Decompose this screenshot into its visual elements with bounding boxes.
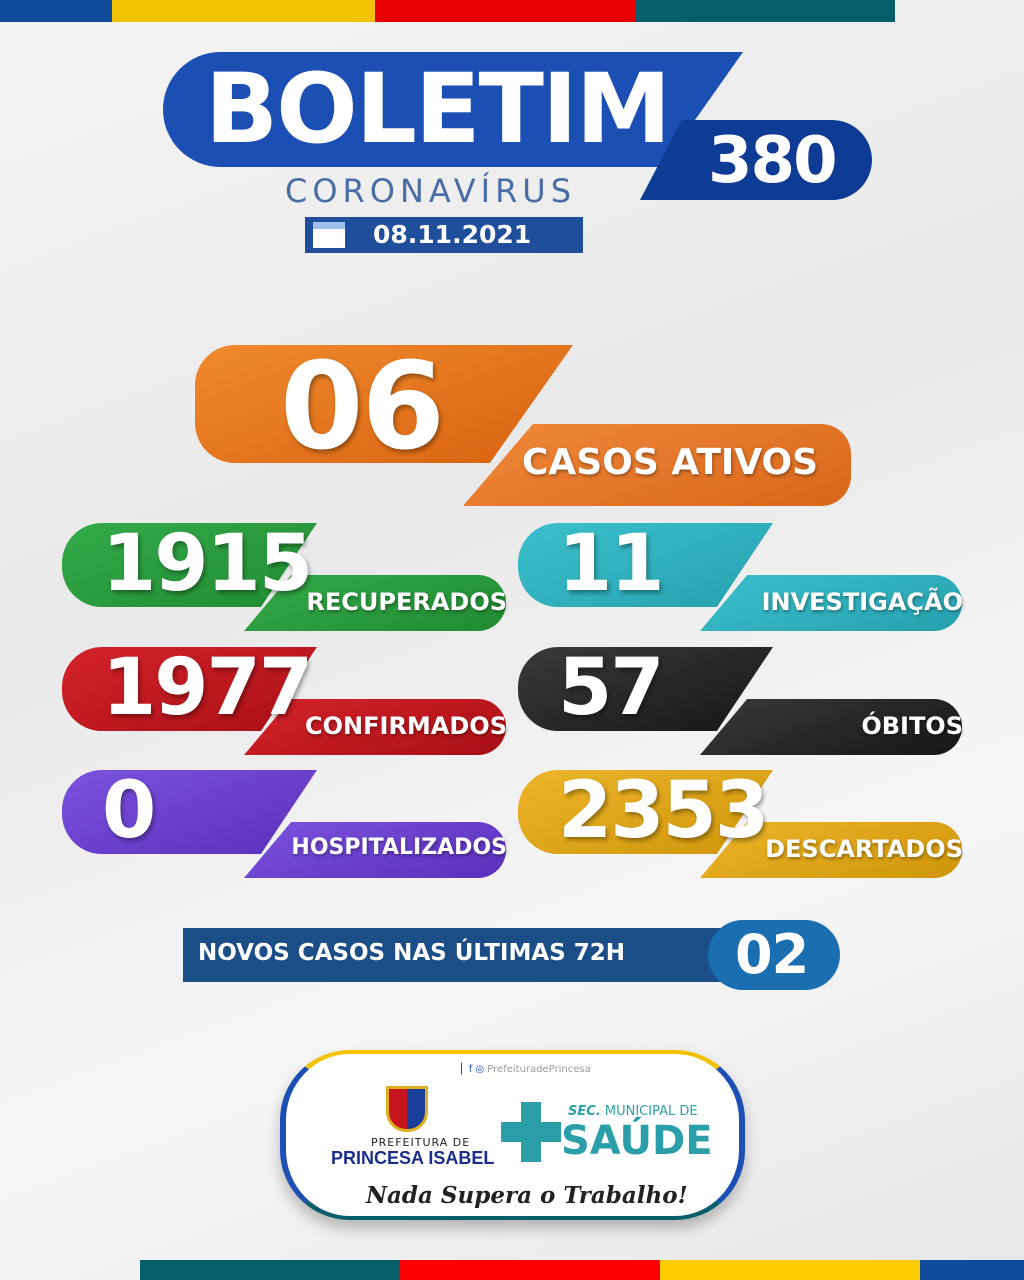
deaths-label: ÓBITOS <box>861 712 963 740</box>
footer-logo: ▏f ◎ PrefeituradePrincesa PREFEITURA DE … <box>280 1050 745 1220</box>
date-bar: 08.11.2021 <box>305 217 583 253</box>
saude: SAÚDE <box>561 1118 713 1164</box>
pref-big: PRINCESA ISABEL <box>331 1148 495 1168</box>
new-cases-label: NOVOS CASOS NAS ÚLTIMAS 72H <box>198 940 625 966</box>
confirmed-value: 1977 <box>102 643 313 733</box>
recovered-value: 1915 <box>102 519 313 609</box>
active-cases-label: CASOS ATIVOS <box>522 442 819 483</box>
investigation-label: INVESTIGAÇÃO <box>761 588 963 616</box>
active-cases-value: 06 <box>280 338 445 477</box>
coat-of-arms-icon <box>386 1086 428 1132</box>
new-cases-value: 02 <box>735 923 809 986</box>
slogan: Nada Supera o Trabalho! <box>366 1182 688 1209</box>
social-handle: ▏f ◎ PrefeituradePrincesa <box>461 1064 591 1075</box>
health-cross-icon <box>501 1102 561 1162</box>
bulletin-number: 380 <box>708 124 838 198</box>
pref-small: PREFEITURA DE <box>371 1136 471 1149</box>
calendar-icon <box>313 222 345 248</box>
subtitle: CORONAVÍRUS <box>285 172 577 210</box>
hospitalized-value: 0 <box>102 766 156 856</box>
discarded-label: DESCARTADOS <box>765 835 963 863</box>
deaths-value: 57 <box>558 643 665 733</box>
confirmed-label: CONFIRMADOS <box>305 712 507 740</box>
title: BOLETIM <box>205 53 671 165</box>
discarded-value: 2353 <box>558 766 769 856</box>
hospitalized-label: HOSPITALIZADOS <box>291 835 507 860</box>
investigation-value: 11 <box>558 519 665 609</box>
recovered-label: RECUPERADOS <box>306 588 507 616</box>
date: 08.11.2021 <box>373 220 532 249</box>
